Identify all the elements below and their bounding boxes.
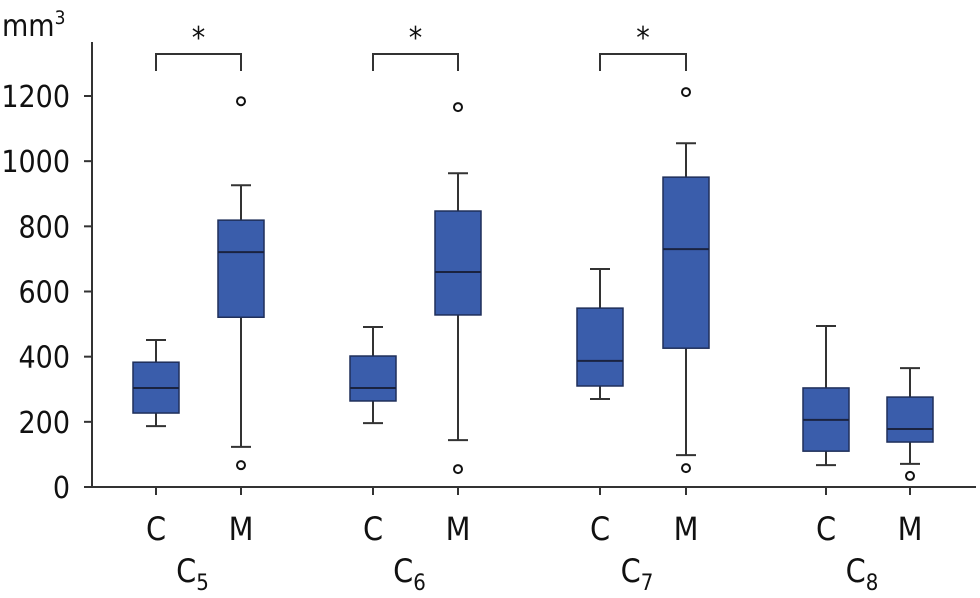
box — [349, 355, 397, 402]
box-label: C — [590, 510, 610, 548]
box — [886, 396, 934, 443]
outlier-point — [236, 96, 246, 107]
significance-bracket — [372, 53, 459, 71]
y-tick-label: 400 — [18, 341, 70, 376]
outlier-point — [453, 464, 463, 475]
group-label-subscript: 6 — [413, 571, 426, 596]
group-label-main: C — [846, 552, 866, 590]
box-label: C — [816, 510, 836, 548]
box-label: M — [898, 510, 923, 548]
y-axis-unit: mm3 — [2, 7, 65, 44]
y-tick-label: 0 — [53, 471, 70, 506]
significance-star: * — [192, 21, 206, 56]
box — [576, 307, 624, 387]
box — [217, 219, 265, 318]
box-label: C — [146, 510, 166, 548]
box-group: C MC7* — [576, 21, 710, 596]
significance-bracket — [155, 53, 242, 71]
group-label: C5 — [176, 552, 209, 596]
group-label-main: C — [393, 552, 413, 590]
significance-star: * — [409, 21, 423, 56]
box-group: C MC8 — [802, 325, 934, 596]
box-label: M — [674, 510, 699, 548]
y-unit-text: mm — [2, 9, 55, 44]
y-tick-label: 200 — [18, 406, 70, 441]
outlier-point — [905, 470, 915, 481]
outlier-point — [681, 463, 691, 474]
group-label-subscript: 5 — [196, 571, 209, 596]
y-tick-label: 800 — [18, 210, 70, 245]
group-label-main: C — [176, 552, 196, 590]
group-label-subscript: 8 — [866, 571, 879, 596]
box-label: C — [363, 510, 383, 548]
y-tick-label: 600 — [18, 276, 70, 311]
outlier-point — [453, 102, 463, 113]
y-unit-superscript: 3 — [55, 7, 66, 29]
group-label: C6 — [393, 552, 426, 596]
box — [662, 176, 710, 349]
box-label: M — [446, 510, 471, 548]
box — [434, 210, 482, 316]
group-label: C8 — [846, 552, 879, 596]
y-tick-label: 1000 — [1, 145, 70, 180]
outlier-point — [236, 460, 246, 471]
box-group: C MC5* — [132, 21, 265, 596]
significance-star: * — [636, 21, 650, 56]
group-label-main: C — [621, 552, 641, 590]
outlier-point — [681, 87, 691, 98]
y-tick-label: 1200 — [1, 80, 70, 115]
box-label: M — [229, 510, 254, 548]
box-group: C MC6* — [349, 21, 482, 596]
group-label: C7 — [621, 552, 654, 596]
significance-bracket — [599, 53, 687, 71]
group-label-subscript: 7 — [641, 571, 654, 596]
